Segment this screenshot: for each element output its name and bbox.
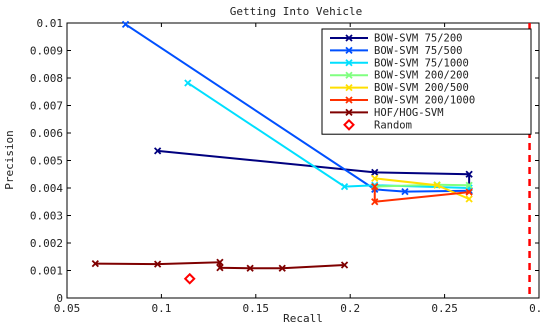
x-tick-label: 0.05 [54,302,81,315]
legend-label: BOW-SVM 200/1000 [374,95,475,107]
data-point [401,187,409,196]
legend-marker [345,34,353,42]
data-point [465,181,473,189]
x-tick-label: 0.3 [529,302,543,315]
series-4 [371,174,473,203]
data-point [278,264,286,272]
data-point [153,147,162,155]
legend-label: Random [374,119,412,131]
legend-label: HOF/HOG-SVM [374,107,444,119]
data-point [216,258,224,266]
data-point [433,181,441,189]
legend-marker [345,59,353,67]
legend-box [321,28,532,135]
y-tick-label: 0.002 [30,237,63,250]
data-point [91,259,99,268]
series-layer [91,20,531,298]
legend-item: BOW-SVM 75/200 [330,33,463,45]
series-line [124,23,470,193]
data-point [340,261,349,269]
y-tick-label: 0 [56,292,63,305]
y-axis-label: Precision [3,130,16,190]
data-point [465,188,473,196]
data-point [183,272,196,285]
axis-ticks: 0.05 0.1 0.15 0.2 0.25 0.3 0 0.001 0.002 0.003 0.0… [30,17,543,315]
y-tick-label: 0.001 [30,265,63,278]
data-point [465,195,473,203]
x-tick-label: 0.25 [431,302,458,315]
y-tick-label: 0.01 [37,17,64,30]
data-point [246,264,254,272]
data-point [184,79,192,87]
data-point [371,168,379,176]
y-tick-label: 0.009 [30,45,63,58]
y-tick-label: 0.003 [30,210,63,223]
legend-item: BOW-SVM 200/500 [330,82,469,94]
legend-marker [345,46,353,55]
series-7 [183,272,196,285]
data-point [371,182,379,191]
legend-item: Random [343,118,412,131]
legend-label: BOW-SVM 75/1000 [374,57,469,69]
x-axis-label: Recall [283,312,323,325]
data-point [153,260,162,268]
y-tick-label: 0.005 [30,155,63,168]
legend-item: BOW-SVM 200/1000 [330,95,475,107]
legend-marker [345,108,353,117]
y-tick-label: 0.007 [30,100,63,113]
legend-item: BOW-SVM 75/500 [330,45,463,57]
y-tick-label: 0.004 [30,182,63,195]
legend-marker [345,96,353,104]
legend-marker [343,118,355,131]
legend-marker [345,71,353,79]
data-point [216,264,224,272]
y-tick-label: 0.006 [30,127,63,140]
data-point [465,170,473,178]
series-line [157,149,471,191]
legend-item: BOW-SVM 75/1000 [330,57,469,69]
legend-label: BOW-SVM 200/200 [374,70,469,82]
series-6 [91,258,349,272]
series-5 [371,182,473,206]
chart-title: Getting Into Vehicle [230,5,362,18]
x-tick-label: 0.15 [243,302,270,315]
x-tick-label: 0.1 [151,302,171,315]
data-point [371,174,379,183]
legend-item: BOW-SVM 200/200 [330,70,469,82]
legend-label: BOW-SVM 75/500 [374,45,463,57]
data-point [340,182,349,191]
x-tick-label: 0.2 [340,302,360,315]
series-line [187,82,470,189]
legend-marker [345,83,353,92]
y-tick-label: 0.008 [30,72,63,85]
data-point [371,198,379,206]
legend-label: BOW-SVM 75/200 [374,33,463,45]
legend-label: BOW-SVM 200/500 [374,82,469,94]
data-point [121,20,130,29]
legend-item: HOF/HOG-SVM [330,107,444,119]
